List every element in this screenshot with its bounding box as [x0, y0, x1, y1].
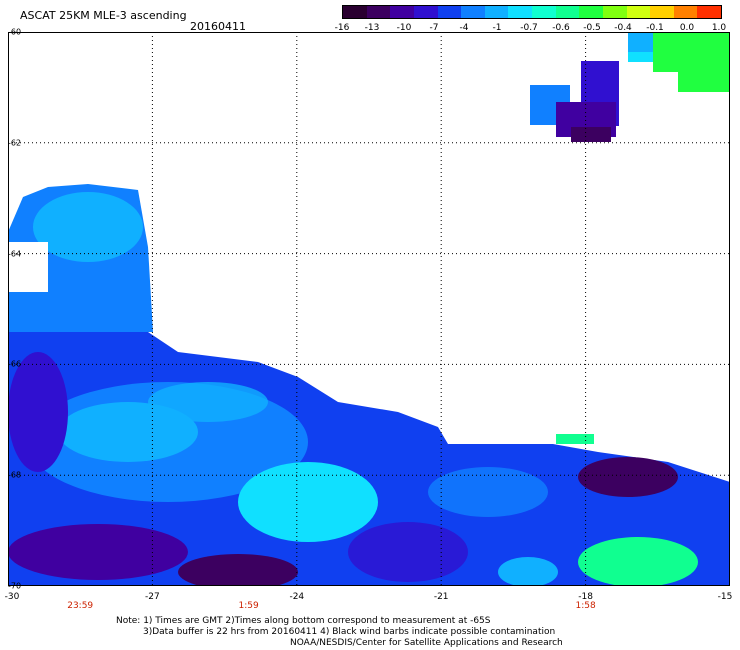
note-line-1: Note: 1) Times are GMT 2)Times along bot… — [116, 616, 491, 626]
data-swath — [8, 32, 730, 586]
swath-region — [578, 537, 698, 586]
swath-region — [8, 307, 730, 586]
grid-lines — [8, 32, 730, 586]
longitude-label: -30 — [4, 592, 20, 602]
colorbar-tick-label: -16 — [334, 23, 350, 33]
colorbar-tick-label: -13 — [364, 23, 380, 33]
colorbar-tick-label: -10 — [396, 23, 412, 33]
swath-region — [498, 557, 558, 586]
colorbar-segment — [343, 6, 367, 18]
swath-region — [571, 127, 611, 142]
longitude-label: -24 — [289, 592, 305, 602]
colorbar-tick-label: -0.4 — [614, 23, 632, 33]
longitude-label: -21 — [433, 592, 449, 602]
note-line-3: NOAA/NESDIS/Center for Satellite Applica… — [290, 638, 563, 648]
swath-region — [348, 522, 468, 582]
colorbar-segment — [532, 6, 556, 18]
plot-frame — [8, 32, 730, 586]
colorbar-segment — [697, 6, 721, 18]
swath-region — [33, 192, 143, 262]
colorbar-tick-label: -0.1 — [646, 23, 664, 33]
longitude-label: -15 — [717, 592, 733, 602]
swath-region — [556, 434, 594, 444]
latitude-label: -60 — [8, 27, 22, 37]
swath-region — [8, 524, 188, 580]
colorbar-tick-label: -4 — [459, 23, 469, 33]
colorbar-segment — [602, 6, 627, 18]
swath-region — [238, 462, 378, 542]
time-label: 1:59 — [238, 601, 259, 611]
colorbar-tick-label: -0.7 — [520, 23, 538, 33]
plot-date: 20160411 — [190, 20, 246, 33]
longitude-label: -18 — [578, 592, 593, 602]
colorbar-segment — [437, 6, 462, 18]
colorbar-tick-label: -1 — [492, 23, 502, 33]
colorbar-tick-label: -7 — [429, 23, 439, 33]
latitude-label: -70 — [8, 581, 22, 591]
time-label: 23:59 — [67, 601, 94, 611]
colorbar — [342, 5, 722, 19]
swath-region — [58, 402, 198, 462]
colorbar-tick-label: 1.0 — [711, 23, 727, 33]
colorbar-segment — [413, 6, 438, 18]
swath-region — [428, 467, 548, 517]
latitude-label: -68 — [8, 470, 22, 480]
latitude-label: -62 — [8, 138, 22, 148]
swath-region — [178, 554, 298, 586]
latitude-label: -66 — [8, 359, 22, 369]
colorbar-segment — [579, 6, 603, 18]
time-label: 1:58 — [575, 601, 596, 611]
colorbar-tick-label: 0.0 — [679, 23, 695, 33]
swath-region — [628, 52, 653, 62]
colorbar-segment — [366, 6, 391, 18]
colorbar-segment — [461, 6, 485, 18]
plot-title: ASCAT 25KM MLE-3 ascending — [20, 9, 187, 22]
swath-region — [678, 47, 730, 92]
colorbar-segment — [390, 6, 414, 18]
swath-region — [8, 352, 68, 472]
longitude-label: -27 — [145, 592, 160, 602]
swath-gap — [8, 242, 48, 292]
colorbar-tick-label: -0.6 — [552, 23, 570, 33]
note-line-2: 3)Data buffer is 22 hrs from 20160411 4)… — [143, 627, 556, 637]
latitude-label: -64 — [8, 249, 22, 259]
colorbar-segment — [484, 6, 509, 18]
colorbar-segment — [650, 6, 674, 18]
colorbar-segment — [673, 6, 698, 18]
map-plot — [8, 32, 730, 586]
colorbar-segment — [555, 6, 580, 18]
swath-region — [148, 382, 268, 422]
colorbar-tick-label: -0.5 — [583, 23, 601, 33]
colorbar-segment — [508, 6, 532, 18]
colorbar-segment — [626, 6, 651, 18]
swath-region — [578, 457, 678, 497]
